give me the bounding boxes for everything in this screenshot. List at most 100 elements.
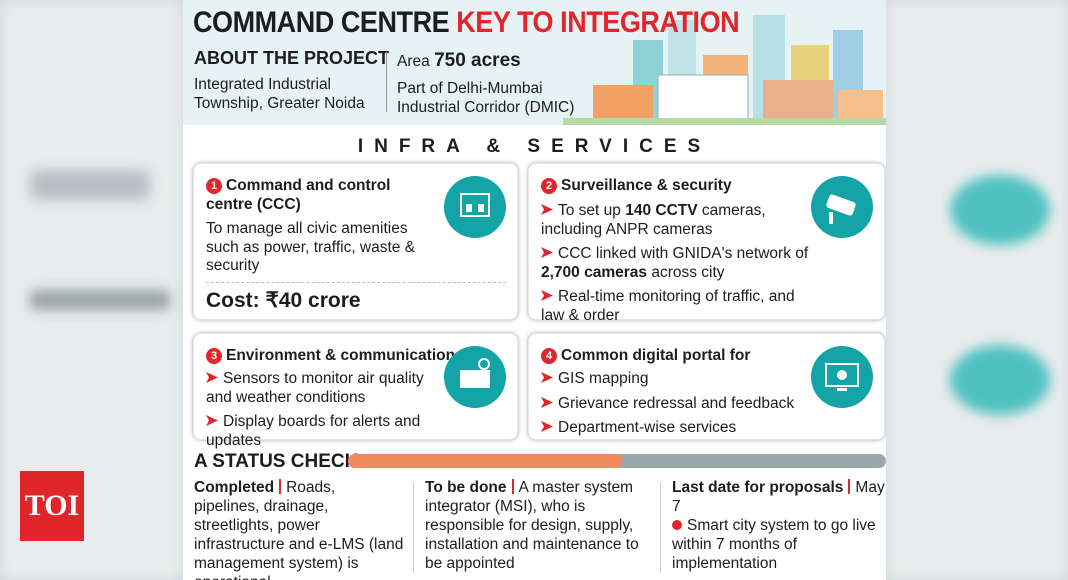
- blur-bg: [950, 345, 1050, 415]
- separator: [279, 479, 282, 494]
- title-red: KEY TO INTEGRATION: [456, 6, 740, 39]
- arrow-shape: [206, 415, 218, 426]
- corridor: Part of Delhi-Mumbai Industrial Corridor…: [397, 80, 575, 116]
- status-text: May 7: [672, 479, 885, 515]
- blur-bg: [30, 290, 170, 310]
- arrow-shape: [541, 372, 553, 383]
- shape: [837, 388, 847, 391]
- arrow: [541, 396, 553, 408]
- infographic: COMMAND CENTRE KEY TO INTEGRATION ABOUT …: [183, 0, 886, 580]
- card-title-text: Surveillance & security: [561, 177, 732, 194]
- status-note: Smart city system to go live within 7 mo…: [672, 517, 876, 572]
- item-list: To set up 140 CCTV cameras, including AN…: [541, 202, 811, 331]
- list-item: GIS mapping: [541, 370, 811, 389]
- shape: [563, 118, 886, 125]
- shape: [460, 193, 490, 217]
- list-item: Department-wise services: [541, 419, 811, 438]
- logo: TOI: [20, 471, 84, 541]
- shape: [478, 204, 484, 212]
- shape: [829, 212, 833, 224]
- status-label: Completed: [194, 479, 275, 496]
- arrow: [541, 204, 553, 215]
- status-text: A master system integrator (MSI), who is…: [425, 479, 639, 572]
- area-value: 750 acres: [434, 50, 521, 71]
- item-text: Display boards for alerts and updates: [206, 413, 421, 449]
- card-number: 2: [541, 178, 557, 194]
- arrow: [541, 290, 553, 301]
- rule: [206, 282, 506, 283]
- status-column: Last date for proposals May 7 Smart city s…: [672, 478, 886, 573]
- list-item: To set up 140 CCTV cameras, including AN…: [541, 202, 811, 239]
- card: 1 Command and control centre (CCC) To man…: [193, 163, 518, 320]
- shape: [460, 193, 490, 217]
- card-title-text: Command and control centre (CCC): [206, 177, 391, 213]
- item-text: Department-wise services: [558, 419, 737, 436]
- shape: [825, 363, 859, 391]
- area-label: Area: [397, 53, 430, 70]
- bullet: [672, 520, 682, 530]
- separator: [848, 479, 851, 494]
- item-text: cameras, including ANPR cameras: [541, 202, 766, 238]
- cost: Cost: ₹40 crore: [206, 289, 361, 312]
- arrow-shape: [541, 396, 553, 408]
- status-label: Last date for proposals: [672, 479, 844, 496]
- about-label: ABOUT THE PROJECT: [194, 48, 390, 68]
- status-column: To be done A master system integrator (MS…: [425, 478, 650, 573]
- cityscape: [563, 15, 886, 125]
- icon: [444, 346, 506, 408]
- card-title-text: Common digital portal for: [561, 347, 751, 364]
- shape: [837, 370, 847, 380]
- list-item: Real-time monitoring of traffic, and law…: [541, 288, 811, 325]
- shape: [460, 370, 490, 388]
- status-text: Roads, pipelines, drainage, streetlights…: [194, 479, 404, 580]
- title-black: COMMAND CENTRE: [193, 6, 450, 39]
- blur-bg: [950, 175, 1050, 245]
- arrow-shape: [206, 372, 218, 383]
- arrow-shape: [541, 290, 553, 301]
- item-highlight: 2,700 cameras: [541, 263, 648, 281]
- card: 2 Surveillance & security To set up 140 C…: [528, 163, 885, 324]
- item-text: CCC linked with GNIDA's network of: [558, 245, 809, 262]
- icon: [811, 346, 873, 408]
- item-text: To set up: [558, 202, 626, 219]
- item-text: GIS mapping: [558, 370, 649, 387]
- arrow: [541, 421, 553, 432]
- item-highlight: 140 CCTV: [625, 202, 698, 219]
- shape: [460, 358, 490, 388]
- list-item: Display boards for alerts and updates: [206, 413, 446, 450]
- item-text: Grievance redressal and feedback: [558, 394, 795, 412]
- item-list: GIS mapping Grievance redressal and feedb…: [541, 370, 811, 444]
- divider: [413, 482, 414, 572]
- card-body: To manage all civic amenities such as po…: [206, 220, 416, 274]
- title: COMMAND CENTRE KEY TO INTEGRATION: [193, 6, 740, 40]
- arrow: [541, 247, 553, 258]
- progress: [348, 454, 886, 468]
- about-text: Integrated Industrial Township, Greater …: [194, 76, 365, 112]
- card-title-text: Environment & communication: [226, 347, 456, 364]
- divider: [386, 52, 387, 112]
- card-number: 4: [541, 348, 557, 364]
- arrow: [541, 372, 553, 383]
- divider: [660, 482, 661, 572]
- item-text: Sensors to monitor air quality and weath…: [206, 370, 424, 406]
- arrow: [206, 415, 218, 426]
- status-column: Completed Roads, pipelines, drainage, str…: [194, 478, 404, 580]
- arrow-shape: [541, 247, 553, 258]
- card-title: 3 Environment & communication: [206, 346, 455, 365]
- card-title: 4 Common digital portal for: [541, 346, 750, 365]
- status-label: To be done: [425, 479, 507, 496]
- blur-bg: [886, 0, 1068, 580]
- icon: [444, 176, 506, 238]
- card-title: 1 Command and control centre (CCC): [206, 176, 426, 214]
- card-number: 3: [206, 348, 222, 364]
- shape: [826, 194, 856, 216]
- item-list: Sensors to monitor air quality and weath…: [206, 370, 446, 456]
- section-title: INFRA & SERVICES: [357, 136, 712, 157]
- card: 3 Environment & communication Sensors to …: [193, 333, 518, 449]
- shape: [763, 80, 833, 120]
- card-number: 1: [206, 178, 222, 194]
- blur-bg: [30, 170, 150, 200]
- shape: [825, 363, 859, 387]
